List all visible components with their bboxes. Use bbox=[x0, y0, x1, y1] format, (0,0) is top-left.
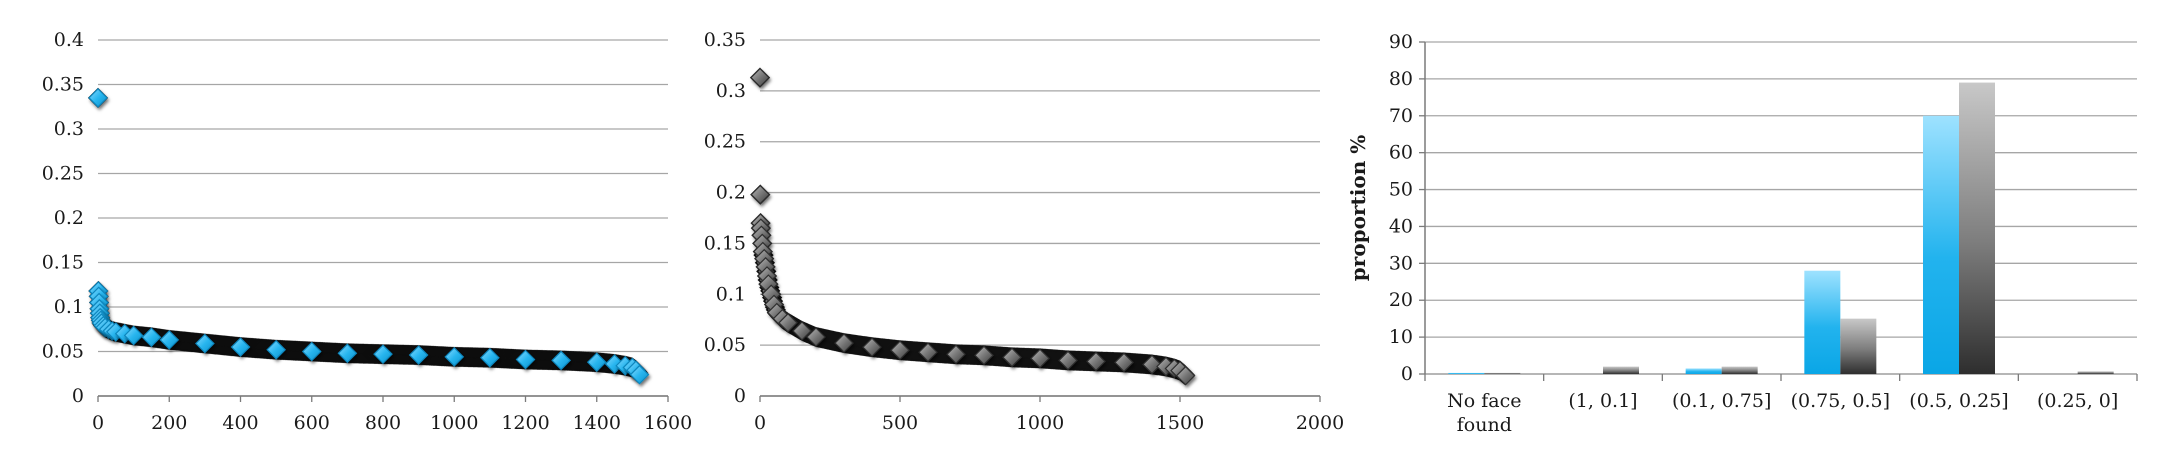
x-tick-label: 2000 bbox=[1296, 412, 1344, 434]
y-tick-label: 0.1 bbox=[716, 283, 746, 305]
y-tick-label: 0.15 bbox=[42, 252, 84, 274]
y-tick-label: 0.35 bbox=[42, 74, 84, 96]
data-point bbox=[1114, 352, 1134, 373]
y-tick-label: 40 bbox=[1389, 215, 1413, 237]
y-tick-label: 60 bbox=[1389, 142, 1413, 164]
data-point bbox=[159, 330, 180, 350]
y-tick-label: 0.1 bbox=[54, 296, 84, 318]
data-point bbox=[337, 343, 358, 364]
data-point bbox=[1142, 354, 1162, 375]
y-tick-label: 0.15 bbox=[704, 232, 746, 254]
data-point bbox=[1086, 351, 1106, 372]
y-tick-label: 0 bbox=[734, 385, 746, 407]
data-point bbox=[373, 344, 393, 365]
data-point bbox=[918, 342, 938, 363]
data-point bbox=[195, 333, 215, 354]
data-point bbox=[834, 333, 854, 353]
y-tick-label: 0.4 bbox=[54, 29, 84, 51]
data-point bbox=[1002, 347, 1022, 368]
data-point bbox=[123, 325, 144, 346]
y-tick-label: 0.05 bbox=[42, 341, 84, 363]
y-tick-label: 0.05 bbox=[704, 334, 746, 356]
x-tick-label: No face bbox=[1447, 390, 1521, 412]
x-tick-label: 1600 bbox=[644, 412, 692, 434]
y-tick-label: 0.25 bbox=[704, 131, 746, 153]
data-point bbox=[266, 339, 286, 360]
y-tick-label: 0.3 bbox=[54, 118, 84, 140]
y-tick-label: 10 bbox=[1389, 326, 1413, 348]
y-tick-label: 0 bbox=[72, 385, 84, 407]
y-tick-label: 0.25 bbox=[42, 163, 84, 185]
bar bbox=[1804, 270, 1841, 374]
data-point bbox=[1030, 348, 1050, 369]
x-tick-label: 1200 bbox=[501, 412, 549, 434]
data-point bbox=[862, 337, 882, 358]
x-tick-label: (0.75, 0.5] bbox=[1791, 390, 1890, 412]
data-point bbox=[778, 312, 798, 333]
y-tick-label: 80 bbox=[1389, 68, 1413, 90]
data-point bbox=[88, 88, 108, 108]
x-tick-label: 600 bbox=[294, 412, 330, 434]
data-point bbox=[586, 352, 607, 373]
y-tick-label: 20 bbox=[1389, 289, 1413, 311]
data-point bbox=[750, 184, 771, 205]
bar bbox=[2077, 371, 2114, 374]
data-point bbox=[141, 327, 162, 348]
y-tick-label: 90 bbox=[1389, 31, 1413, 53]
bar bbox=[1959, 82, 1995, 375]
x-tick-label: 500 bbox=[882, 412, 918, 434]
y-tick-label: 0 bbox=[1401, 363, 1413, 385]
x-tick-label: found bbox=[1457, 414, 1512, 436]
x-tick-label: 400 bbox=[222, 412, 258, 434]
data-point bbox=[1058, 350, 1078, 371]
data-point bbox=[890, 340, 910, 361]
bar bbox=[1484, 372, 1521, 374]
x-tick-label: 0 bbox=[92, 412, 104, 434]
bar bbox=[1923, 115, 1959, 375]
data-point bbox=[301, 341, 322, 362]
data-point bbox=[750, 67, 770, 88]
y-tick-label: 0.2 bbox=[716, 182, 746, 204]
x-tick-label: 1000 bbox=[430, 412, 478, 434]
y-tick-label: 30 bbox=[1389, 252, 1413, 274]
x-tick-label: 200 bbox=[151, 412, 187, 434]
y-axis-label: proportion % bbox=[1346, 135, 1370, 281]
data-point bbox=[408, 345, 429, 365]
x-tick-label: (0.1, 0.75] bbox=[1672, 390, 1771, 412]
bar bbox=[1685, 368, 1722, 374]
x-tick-label: 1500 bbox=[1156, 412, 1204, 434]
data-point bbox=[629, 364, 650, 385]
y-tick-label: 0.35 bbox=[704, 29, 746, 51]
data-point bbox=[946, 344, 966, 365]
x-tick-label: (0.5, 0.25] bbox=[1909, 390, 2008, 412]
data-point bbox=[444, 346, 465, 367]
bar-chart-proportion: 0 10 20 30 40 50 60 70 80 90 proportion % No facefo… bbox=[1346, 31, 2138, 436]
data-point bbox=[1175, 365, 1196, 386]
x-tick-label: 0 bbox=[754, 412, 766, 434]
x-tick-label: 1000 bbox=[1016, 412, 1064, 434]
bar bbox=[1603, 366, 1639, 374]
x-tick-label: 800 bbox=[365, 412, 401, 434]
x-tick-label: (0.25, 0] bbox=[2037, 390, 2118, 412]
scatter-chart-blue: 0 0.05 0.1 0.15 0.2 0.25 0.3 0.35 0.4 0 200 400 600 8… bbox=[42, 29, 692, 434]
data-point bbox=[480, 347, 500, 368]
data-point bbox=[974, 345, 994, 366]
bar bbox=[1840, 318, 1877, 374]
data-point bbox=[806, 327, 826, 347]
y-tick-label: 0.3 bbox=[716, 80, 746, 102]
x-tick-label: (1, 0.1] bbox=[1568, 390, 1637, 412]
data-point bbox=[792, 321, 812, 341]
y-tick-label: 0.2 bbox=[54, 207, 84, 229]
data-point bbox=[515, 349, 536, 370]
scatter-chart-gray: 0 0.05 0.1 0.15 0.2 0.25 0.3 0.35 0 500 1000 1500 20… bbox=[704, 29, 1344, 434]
data-point bbox=[230, 337, 251, 357]
data-point bbox=[551, 350, 571, 371]
bar bbox=[1721, 366, 1758, 374]
y-tick-label: 50 bbox=[1389, 179, 1413, 201]
x-tick-label: 1400 bbox=[573, 412, 621, 434]
y-tick-label: 70 bbox=[1389, 105, 1413, 127]
bar bbox=[1448, 372, 1485, 374]
